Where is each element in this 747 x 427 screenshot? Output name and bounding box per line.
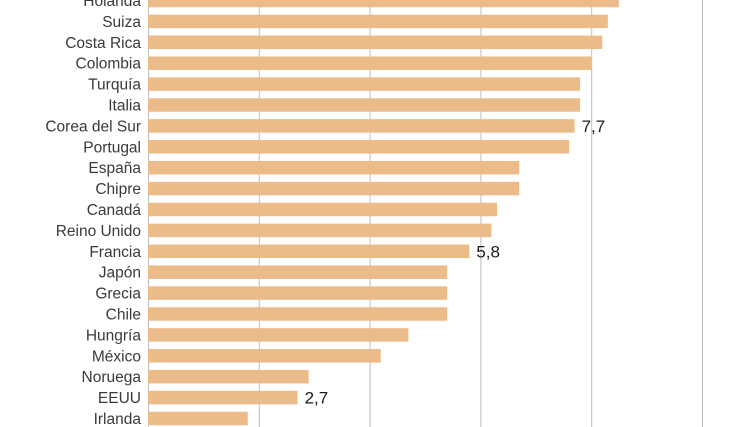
category-label-holanda: Holanda [83, 0, 141, 10]
category-label-hungria: Hungría [86, 327, 142, 344]
bar-eeuu [148, 390, 298, 405]
category-label-japon: Japón [99, 265, 141, 282]
category-label-eeuu: EEUU [98, 390, 141, 407]
bar-francia [148, 244, 470, 259]
bar-suiza [148, 14, 608, 29]
bar-costa-rica [148, 35, 603, 50]
category-label-corea-del-sur: Corea del Sur [45, 118, 141, 135]
value-labels: 7,7 5,8 2,7 [305, 117, 606, 408]
category-label-grecia: Grecia [95, 286, 141, 303]
bars [148, 0, 619, 426]
category-label-noruega: Noruega [82, 369, 142, 386]
category-label-mexico: México [92, 348, 141, 365]
category-label-costa-rica: Costa Rica [65, 35, 141, 52]
bar-portugal [148, 140, 570, 154]
category-label-suiza: Suiza [102, 14, 141, 31]
category-label-italia: Italia [108, 98, 141, 115]
value-label-francia: 5,8 [476, 242, 500, 261]
category-label-canada: Canadá [87, 202, 142, 219]
value-label-corea-del-sur: 7,7 [582, 117, 606, 136]
bar-chipre [148, 181, 520, 196]
bar-espana [148, 160, 520, 175]
category-label-espana: España [88, 160, 141, 177]
bar-hungria [148, 328, 409, 342]
bar-irlanda [148, 411, 248, 426]
category-label-turquia: Turquía [88, 77, 141, 94]
bar-holanda [148, 0, 619, 8]
bar-corea-del-sur [148, 119, 575, 133]
category-label-francia: Francia [89, 244, 141, 261]
bar-japon [148, 265, 448, 279]
bar-turquia [148, 77, 581, 91]
category-labels: Holanda Suiza Costa Rica Colombia Turquía Ita… [45, 0, 141, 427]
category-label-reino-unido: Reino Unido [56, 223, 141, 240]
bar-reino-unido [148, 223, 492, 238]
bar-canada [148, 202, 498, 217]
bar-mexico [148, 349, 381, 363]
category-label-irlanda: Irlanda [94, 411, 142, 427]
bar-chile [148, 307, 448, 321]
value-label-eeuu: 2,7 [305, 389, 329, 408]
bar-grecia [148, 286, 448, 300]
category-label-chipre: Chipre [95, 181, 141, 198]
category-label-portugal: Portugal [83, 139, 141, 156]
bar-italia [148, 98, 581, 112]
category-label-colombia: Colombia [76, 56, 142, 73]
bar-colombia [148, 56, 592, 70]
category-label-chile: Chile [106, 307, 141, 324]
bar-noruega [148, 369, 309, 384]
